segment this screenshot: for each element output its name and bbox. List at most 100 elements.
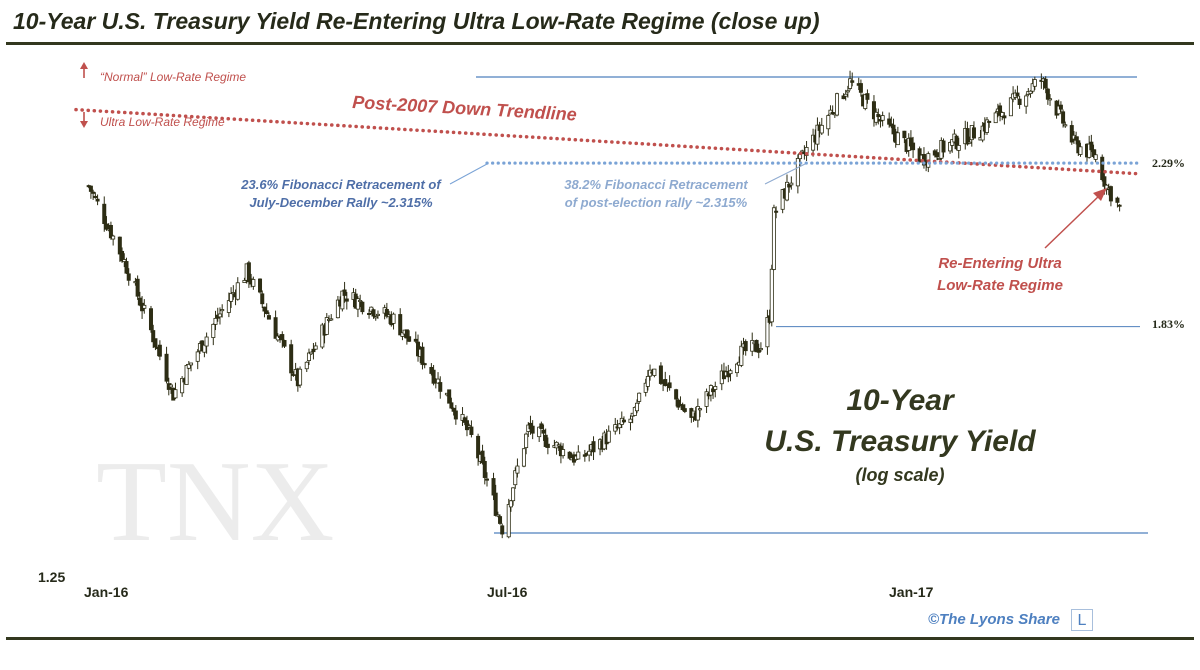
candle: [769, 264, 774, 327]
candle-body: [756, 349, 761, 353]
candle-body: [482, 461, 487, 478]
candle-body: [151, 330, 156, 343]
candle: [407, 330, 412, 343]
candle: [1093, 149, 1098, 163]
candle: [902, 130, 907, 144]
candle-body: [726, 370, 731, 378]
candle-body: [541, 429, 546, 434]
candle-body: [543, 434, 548, 447]
candle-body: [1024, 95, 1029, 107]
candle-body: [1078, 146, 1083, 155]
candle: [848, 70, 853, 91]
candle-body: [1108, 186, 1113, 202]
level-labels: 2.29% 1.83%: [1152, 156, 1185, 331]
candle: [104, 216, 109, 231]
candle: [480, 444, 485, 465]
candle: [111, 234, 116, 246]
candle-body: [965, 128, 970, 145]
candle: [774, 206, 779, 219]
candle: [780, 189, 785, 214]
candle-body: [1032, 79, 1037, 87]
candle-body: [1017, 98, 1022, 105]
candle: [835, 92, 840, 117]
regime-legend: “Normal” Low-Rate Regime Ultra Low-Rate …: [80, 62, 246, 129]
candle-body: [484, 478, 489, 481]
candle-body: [246, 262, 251, 283]
candle: [1069, 120, 1074, 145]
candle: [142, 299, 147, 314]
candle-body: [1100, 156, 1105, 181]
candle: [965, 121, 970, 146]
candle: [721, 362, 726, 380]
candle-body: [358, 299, 363, 302]
candle: [754, 339, 759, 353]
ultra-regime-label: Ultra Low-Rate Regime: [100, 115, 225, 129]
candle: [360, 301, 365, 315]
candle-body: [313, 345, 318, 350]
candle-body: [404, 329, 409, 339]
candle: [850, 72, 855, 87]
candle: [242, 277, 247, 283]
candle-body: [506, 504, 511, 538]
candle: [324, 313, 329, 335]
candle-body: [937, 158, 942, 161]
candle: [843, 89, 848, 101]
candle-body: [652, 368, 657, 376]
candle-body: [500, 525, 505, 535]
candle: [202, 344, 207, 358]
candle: [858, 79, 863, 97]
candle: [524, 432, 529, 455]
candle: [845, 85, 850, 98]
candle: [513, 467, 518, 489]
candle-body: [371, 309, 376, 317]
center-title-line-3: (log scale): [855, 465, 944, 485]
candle-body: [169, 384, 174, 388]
candle-body: [251, 279, 256, 287]
candle: [948, 141, 953, 154]
candle-body: [111, 235, 116, 240]
candle-body: [511, 487, 516, 502]
candle-body: [342, 289, 347, 296]
candle-body: [164, 353, 169, 382]
candle: [865, 89, 870, 104]
candle: [157, 340, 162, 361]
candle: [422, 362, 427, 369]
candle: [511, 487, 516, 506]
candle-body: [355, 298, 360, 310]
candle: [124, 257, 129, 274]
candle: [537, 426, 542, 442]
candle: [876, 108, 881, 125]
candle: [153, 338, 158, 351]
candle-body: [1002, 115, 1007, 119]
candle: [987, 120, 992, 128]
candle-body: [438, 382, 443, 392]
candle-body: [91, 191, 96, 194]
candle: [309, 351, 314, 355]
candle-body: [676, 399, 681, 408]
candle-body: [329, 318, 334, 321]
level-label-183: 1.83%: [1152, 317, 1185, 331]
candle: [180, 376, 185, 397]
candle-body: [980, 125, 985, 141]
candle-body: [787, 183, 792, 188]
candle: [355, 296, 360, 318]
candle: [539, 421, 544, 430]
candle: [621, 416, 626, 424]
candle-body: [1028, 90, 1033, 95]
candle: [682, 404, 687, 414]
candle: [554, 441, 559, 455]
candle-body: [431, 369, 436, 384]
candle-body: [217, 313, 222, 318]
candle: [1087, 135, 1092, 159]
candle: [469, 420, 474, 438]
candle-body: [680, 404, 685, 411]
candle-body: [637, 392, 642, 402]
candle: [980, 121, 985, 143]
candle: [375, 310, 380, 319]
candle: [880, 111, 885, 127]
candle-body: [467, 425, 472, 428]
candle-body: [556, 444, 561, 447]
candle: [93, 192, 98, 199]
lyons-logo-icon: L: [1071, 609, 1093, 631]
